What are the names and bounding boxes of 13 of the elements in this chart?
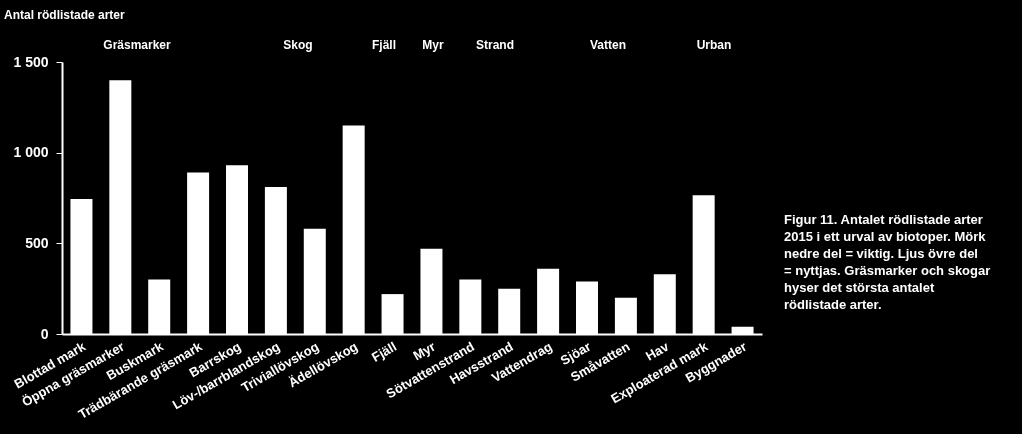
y-tick-label: 500 bbox=[25, 234, 49, 251]
text: Strand bbox=[475, 38, 515, 52]
y-tick-label: 0 bbox=[40, 325, 49, 342]
y-tick-label: 1 500 bbox=[13, 53, 49, 70]
y-tick-label: 1 000 bbox=[13, 144, 49, 161]
text: Gräsmarker bbox=[103, 38, 172, 52]
text: Skog bbox=[283, 38, 313, 52]
text: Myr bbox=[422, 38, 444, 52]
text: Vatten bbox=[589, 38, 627, 52]
text: Figur 11. Antalet rödlistade arter 2015 i ett urval av biotoper. Mörk nedre del = viktig. Ljus övre del = nyttjas. Gräsmarker och skogar hyser det största antalet rödlistade arter. bbox=[784, 212, 991, 312]
text: Urban bbox=[696, 38, 732, 52]
y-axis-title: Antal rödlistade arter bbox=[4, 8, 126, 22]
text: Fjäll bbox=[371, 38, 397, 52]
